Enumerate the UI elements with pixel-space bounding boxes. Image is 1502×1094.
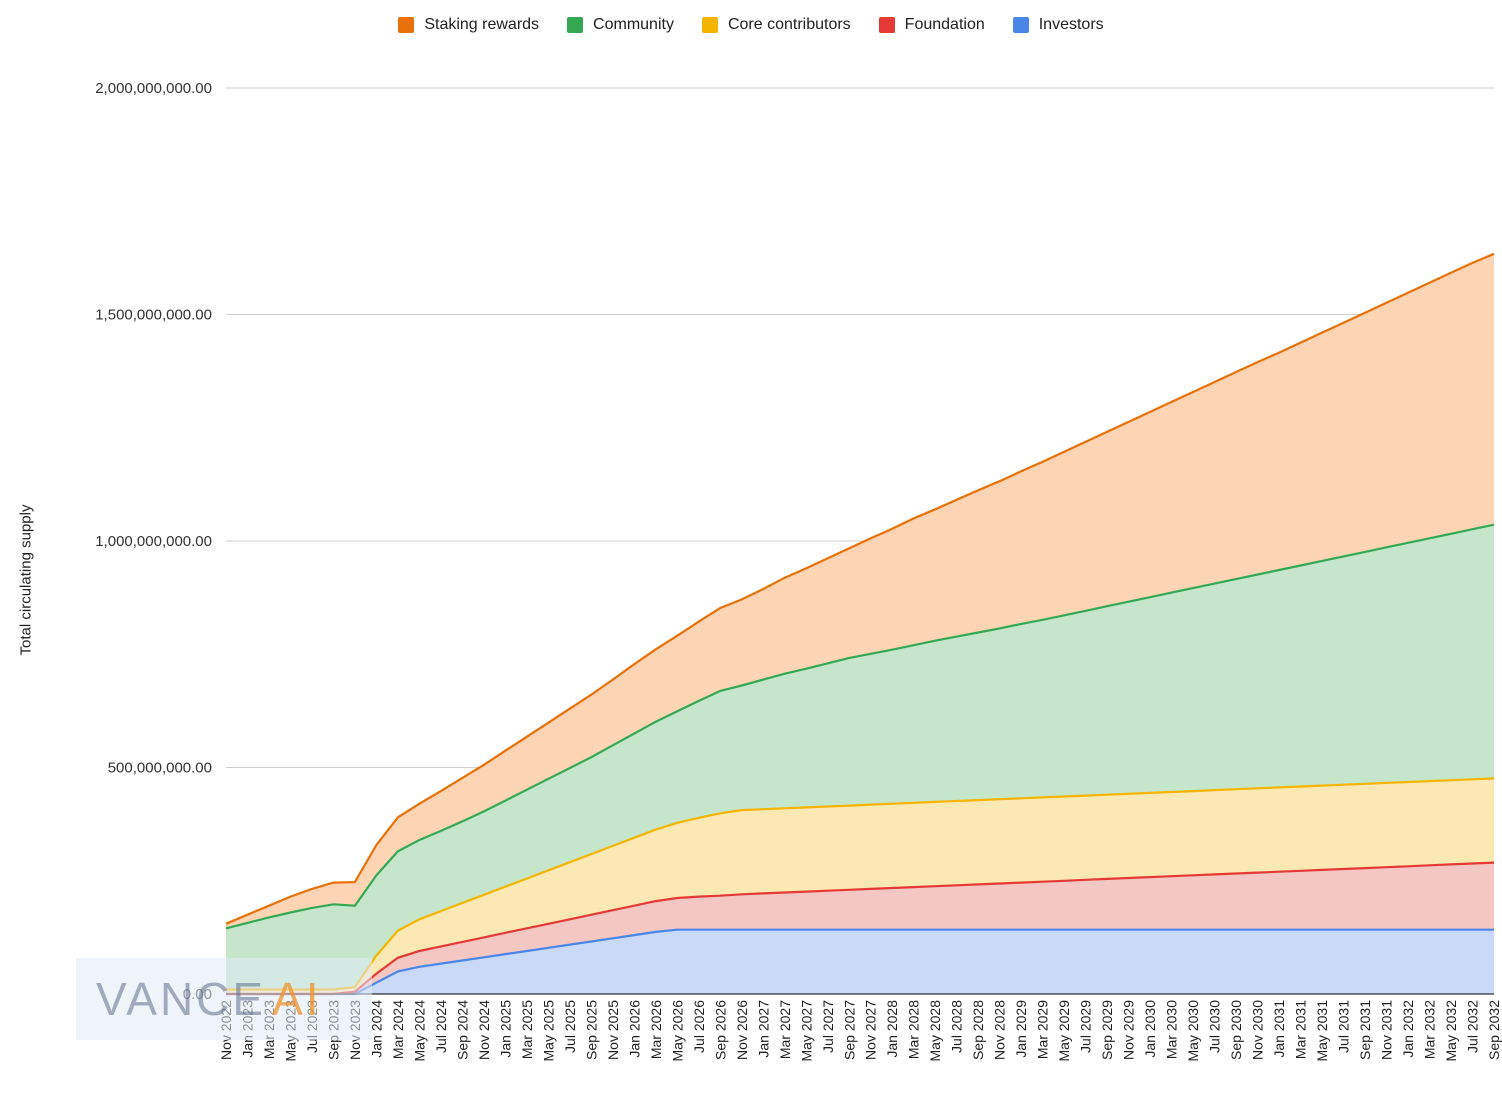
legend-swatch: [567, 17, 584, 33]
x-tick-label: May 2029: [1056, 1000, 1072, 1062]
x-tick-label: Mar 2026: [648, 1000, 664, 1059]
legend-item: Foundation: [878, 16, 985, 34]
series-line-staking-rewards: [225, 252, 1495, 925]
x-tick-label: Jan 2028: [884, 1000, 900, 1058]
legend-label: Community: [593, 16, 674, 33]
series-line-community: [225, 523, 1495, 930]
series-area-core-contributors: [226, 778, 1494, 994]
legend-label: Staking rewards: [424, 16, 540, 33]
x-tick-label: May 2032: [1443, 1000, 1459, 1062]
x-tick-label: Mar 2025: [519, 1000, 535, 1059]
series-area-investors: [226, 929, 1494, 994]
x-tick-label: Nov 2027: [863, 1000, 879, 1060]
x-tick-label: Mar 2031: [1293, 1000, 1309, 1059]
x-tick-label: Jan 2024: [368, 1000, 384, 1058]
x-tick-label: Sep 2028: [970, 1000, 986, 1060]
legend-label: Investors: [1038, 16, 1104, 33]
x-tick-label: Jul 2031: [1336, 1000, 1352, 1053]
x-tick-label: Jul 2032: [1465, 1000, 1481, 1053]
x-tick-label: Nov 2028: [992, 1000, 1008, 1060]
x-tick-label: Mar 2030: [1164, 1000, 1180, 1059]
series-line-investors: [226, 928, 1494, 996]
x-tick-label: Jan 2032: [1400, 1000, 1416, 1058]
legend-swatch: [878, 17, 895, 33]
legend-swatch: [398, 17, 415, 33]
watermark-text: VANCE: [96, 973, 267, 1025]
x-tick-label: Nov 2029: [1121, 1000, 1137, 1060]
x-tick-label: Sep 2030: [1228, 1000, 1244, 1060]
x-tick-label: Mar 2029: [1035, 1000, 1051, 1059]
x-tick-label: Mar 2027: [777, 1000, 793, 1059]
x-tick-label: Nov 2026: [734, 1000, 750, 1060]
x-tick-label: Sep 2025: [583, 1000, 599, 1060]
legend-label: Core contributors: [727, 16, 851, 33]
x-tick-label: Jan 2027: [755, 1000, 771, 1058]
legend-item: Community: [567, 16, 674, 34]
x-tick-label: Jan 2030: [1142, 1000, 1158, 1058]
y-axis-label: Total circulating supply: [17, 504, 35, 656]
legend-label: Foundation: [904, 16, 985, 33]
x-tick-label: Sep 2026: [712, 1000, 728, 1060]
x-tick-label: Jul 2026: [691, 1000, 707, 1053]
x-tick-label: Jul 2029: [1078, 1000, 1094, 1053]
watermark-logo: VANCE AI: [76, 958, 372, 1040]
x-tick-label: Sep 2029: [1099, 1000, 1115, 1060]
y-tick-label: 1,500,000,000.00: [95, 307, 212, 324]
x-tick-label: Nov 2031: [1379, 1000, 1395, 1060]
x-tick-label: Nov 2030: [1250, 1000, 1266, 1060]
x-tick-label: Jan 2025: [497, 1000, 513, 1058]
x-tick-label: Sep 2031: [1357, 1000, 1373, 1060]
x-tick-label: Jul 2030: [1207, 1000, 1223, 1053]
x-tick-label: May 2024: [411, 1000, 427, 1062]
x-tick-label: Jul 2025: [562, 1000, 578, 1053]
y-tick-label: 2,000,000,000.00: [95, 80, 212, 97]
legend-swatch: [1012, 17, 1029, 33]
chart-legend: Staking rewards Community Core contributor…: [0, 16, 1502, 34]
x-tick-label: Jan 2026: [626, 1000, 642, 1058]
y-tick-label: 500,000,000.00: [108, 760, 212, 777]
y-tick-label: 1,000,000,000.00: [95, 533, 212, 550]
x-tick-label: Jan 2031: [1271, 1000, 1287, 1058]
x-tick-label: Jul 2028: [949, 1000, 965, 1053]
legend-item: Investors: [1012, 16, 1104, 34]
watermark-text-ai: AI: [272, 973, 322, 1025]
x-tick-label: Sep 2024: [454, 1000, 470, 1060]
x-tick-label: Mar 2024: [390, 1000, 406, 1059]
series-area-foundation: [226, 862, 1494, 994]
x-tick-label: May 2026: [669, 1000, 685, 1062]
x-tick-label: Jan 2029: [1013, 1000, 1029, 1058]
series-area-staking-rewards: [226, 253, 1494, 929]
legend-swatch: [701, 17, 718, 33]
x-tick-label: Nov 2025: [605, 1000, 621, 1060]
x-tick-label: Nov 2024: [476, 1000, 492, 1060]
x-tick-label: May 2025: [540, 1000, 556, 1062]
x-tick-label: Sep 2027: [841, 1000, 857, 1060]
x-tick-label: May 2027: [798, 1000, 814, 1062]
legend-item: Staking rewards: [398, 16, 539, 34]
x-tick-label: Jul 2027: [820, 1000, 836, 1053]
x-tick-label: Jul 2024: [433, 1000, 449, 1053]
x-tick-label: May 2031: [1314, 1000, 1330, 1062]
x-tick-label: Mar 2028: [906, 1000, 922, 1059]
series-line-foundation: [226, 861, 1495, 996]
x-tick-label: Sep 2032: [1486, 1000, 1502, 1060]
x-tick-label: May 2028: [927, 1000, 943, 1062]
series-line-core-contributors: [226, 777, 1495, 991]
x-tick-label: May 2030: [1185, 1000, 1201, 1062]
series-area-community: [226, 524, 1494, 990]
legend-item: Core contributors: [701, 16, 851, 34]
x-tick-label: Mar 2032: [1422, 1000, 1438, 1059]
